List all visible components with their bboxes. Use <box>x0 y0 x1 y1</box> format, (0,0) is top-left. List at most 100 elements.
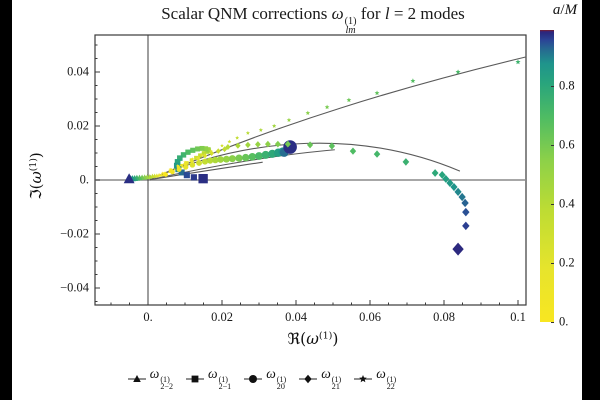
title-text: Scalar QNM corrections <box>161 4 332 23</box>
diamond-data-point <box>235 142 241 149</box>
fit-curve-fit-2-1 <box>149 161 263 181</box>
triangle-legend-glyph <box>132 374 141 382</box>
diamond-legend-glyph <box>304 374 312 383</box>
circle-data-point <box>222 155 230 163</box>
x-axis-label: ℜ(ω(1)) <box>287 330 339 348</box>
star-marker-icon <box>354 374 373 382</box>
star-data-point <box>176 164 180 168</box>
x-tick-label: 0.1 <box>510 310 526 324</box>
circle-data-point <box>255 152 263 160</box>
colorbar-tick-mark <box>551 86 554 88</box>
colorbar-tick-mark <box>551 322 554 323</box>
star-data-point <box>168 167 172 171</box>
diamond-data-point <box>446 178 454 187</box>
colorbar-tick-mark <box>551 263 554 264</box>
diamond-data-point <box>222 146 228 153</box>
square-data-point <box>203 146 209 152</box>
diamond-data-point <box>462 221 470 231</box>
colorbar-tick-label: 0.4 <box>559 196 575 211</box>
circle-data-point <box>228 155 236 163</box>
diamond-data-point <box>442 174 450 183</box>
colorbar-tick-label: 0. <box>559 314 569 329</box>
square-data-point <box>198 173 208 184</box>
square-data-point <box>195 146 201 152</box>
circle-data-point <box>261 150 270 159</box>
series-omega_2-1 <box>163 145 211 184</box>
y-tick-label: −0.04 <box>60 280 89 295</box>
colorbar-tick-label: 0.8 <box>559 78 575 93</box>
legend-item-2-2: ω (1) 2−2 <box>127 366 174 392</box>
star-data-point <box>190 157 195 161</box>
circle-marker-icon <box>244 374 263 383</box>
square-marker-icon <box>186 375 205 382</box>
star-data-point <box>324 104 330 110</box>
colorbar <box>540 30 554 322</box>
diamond-data-point <box>431 169 439 177</box>
triangle-data-point <box>123 173 135 184</box>
diamond-data-point <box>402 158 410 166</box>
star-data-point <box>183 160 187 164</box>
legend-item-20: ω (1) 20 <box>244 366 286 391</box>
title-omega: ω <box>331 4 344 23</box>
legend-label: ω (1) 22 <box>376 366 397 392</box>
diamond-data-point <box>202 153 208 159</box>
triangle-marker-icon <box>127 374 146 382</box>
star-legend-glyph <box>359 374 368 382</box>
star-data-point <box>455 69 461 75</box>
title-supsub: (1) lm <box>344 15 357 37</box>
series-omega_22 <box>161 59 521 175</box>
colorbar-tick-label: 0.2 <box>559 255 575 270</box>
letterbox-left <box>0 0 12 400</box>
diamond-data-point <box>196 155 201 161</box>
diamond-data-point <box>182 161 188 167</box>
legend-label: ω (1) 2−2 <box>149 366 174 392</box>
legend-item-22: ω (1) 22 <box>354 366 396 391</box>
legend: ω (1) 2−2 ω (1) 2−1 ω (1) 20 ω (1) 21 ω (1) 22 <box>0 366 524 391</box>
circle-data-point <box>201 158 209 165</box>
legend-label: ω (1) 2−1 <box>208 366 232 392</box>
square-data-point <box>198 153 203 158</box>
circle-legend-glyph <box>249 374 258 383</box>
plot-title: Scalar QNM corrections ω (1) lm for l = 2 … <box>161 4 465 37</box>
square-data-point <box>185 149 191 155</box>
y-tick-label: 0.02 <box>67 118 89 133</box>
star-data-point <box>209 149 213 153</box>
series-omega_20 <box>163 140 297 177</box>
diamond-data-point <box>284 140 291 148</box>
diamond-data-point <box>215 148 221 154</box>
plot-frame <box>94 34 527 306</box>
square-data-point <box>190 174 197 181</box>
square-legend-glyph <box>191 375 199 382</box>
diamond-data-point <box>255 141 261 148</box>
diamond-data-point <box>225 144 231 151</box>
star-data-point <box>305 110 311 115</box>
colorbar-label: a/M <box>552 2 578 18</box>
diamond-data-point <box>245 141 251 149</box>
x-tick-label: 0. <box>143 310 153 324</box>
x-tick-label: 0.06 <box>359 310 381 324</box>
diamond-data-point <box>458 192 466 202</box>
legend-label: ω (1) 20 <box>266 366 287 392</box>
star-data-point <box>374 90 380 96</box>
legend-item-21: ω (1) 21 <box>299 366 341 391</box>
star-data-point <box>346 97 352 103</box>
star-data-point <box>286 117 292 122</box>
diamond-marker-icon <box>299 374 318 383</box>
star-data-point <box>220 143 224 148</box>
diamond-data-point <box>452 242 464 256</box>
star-data-point <box>272 123 277 128</box>
y-axis-label: ℑ(ω(1)) <box>27 152 45 200</box>
y-tick-label: 0.04 <box>67 64 89 79</box>
square-data-point <box>190 147 196 153</box>
diamond-data-point <box>462 207 470 217</box>
circle-data-point <box>206 157 214 164</box>
star-data-point <box>227 139 232 144</box>
square-data-point <box>199 145 205 151</box>
fit-curve-fit-22 <box>149 56 527 180</box>
x-tick-label: 0.04 <box>285 310 307 324</box>
legend-item-2-1: ω (1) 2−1 <box>186 366 231 391</box>
x-tick-label: 0.08 <box>433 310 455 324</box>
diamond-data-point <box>163 171 167 176</box>
circle-data-point <box>283 140 297 154</box>
